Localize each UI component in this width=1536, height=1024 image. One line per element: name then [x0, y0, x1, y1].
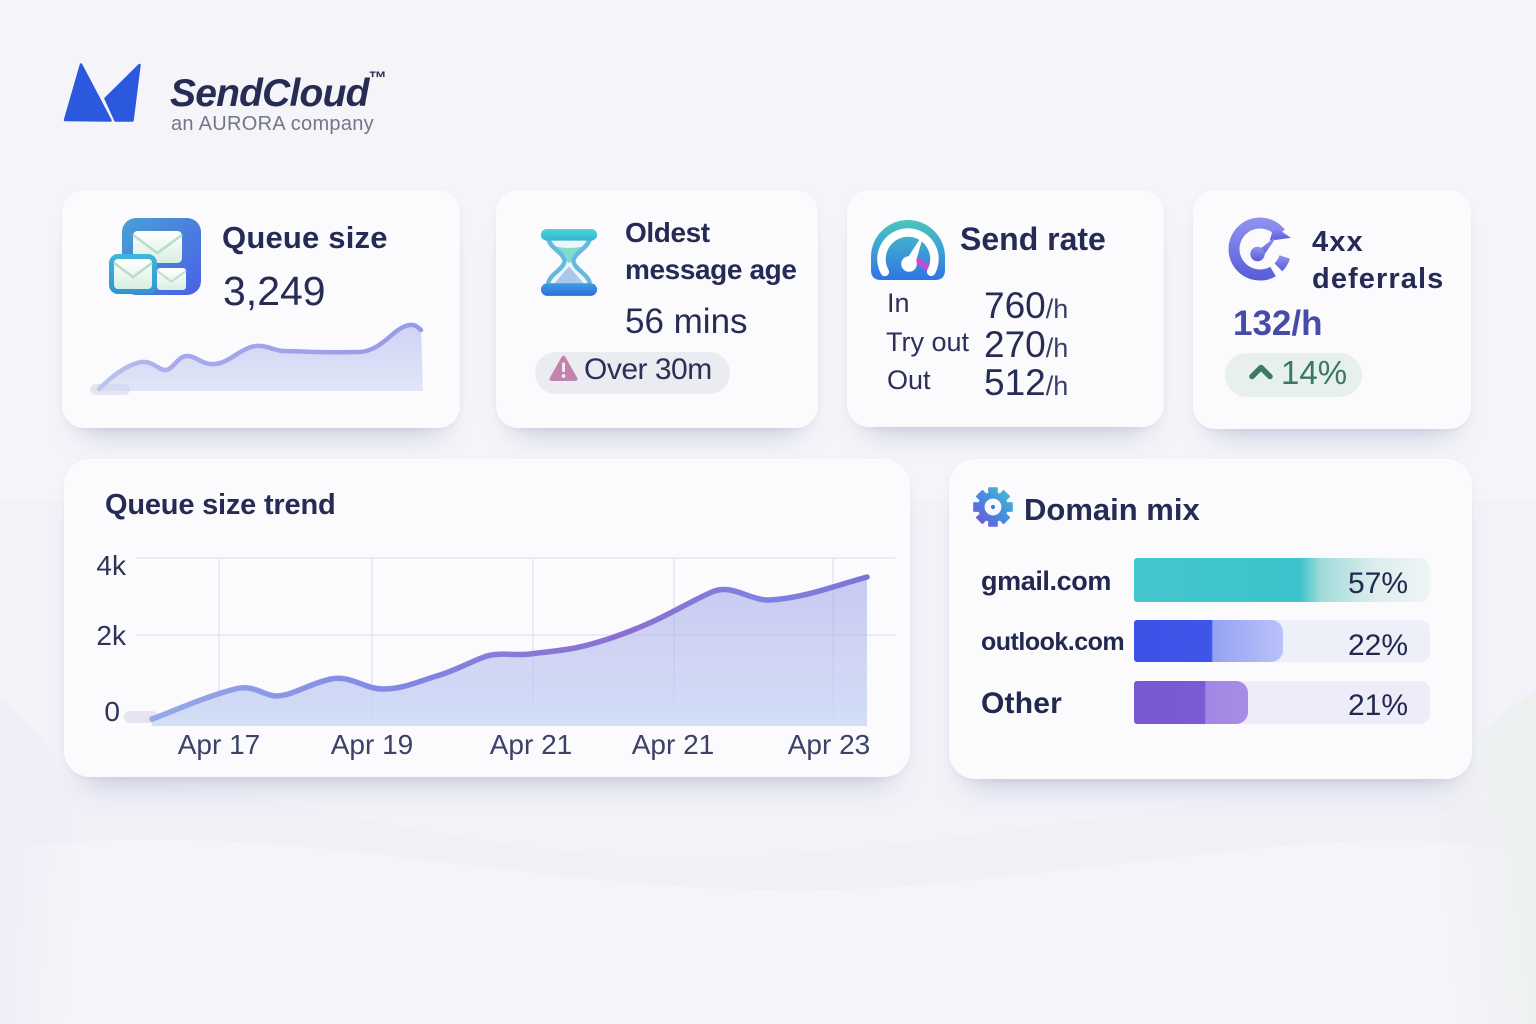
- svg-text:Apr 21: Apr 21: [490, 729, 573, 760]
- svg-text:Apr 21: Apr 21: [632, 729, 715, 760]
- svg-text:Apr 19: Apr 19: [331, 729, 414, 760]
- svg-text:2k: 2k: [96, 620, 127, 651]
- svg-text:4k: 4k: [96, 550, 127, 581]
- svg-text:Apr 17: Apr 17: [178, 729, 261, 760]
- svg-text:0: 0: [104, 696, 120, 727]
- svg-text:Apr 23: Apr 23: [788, 729, 871, 760]
